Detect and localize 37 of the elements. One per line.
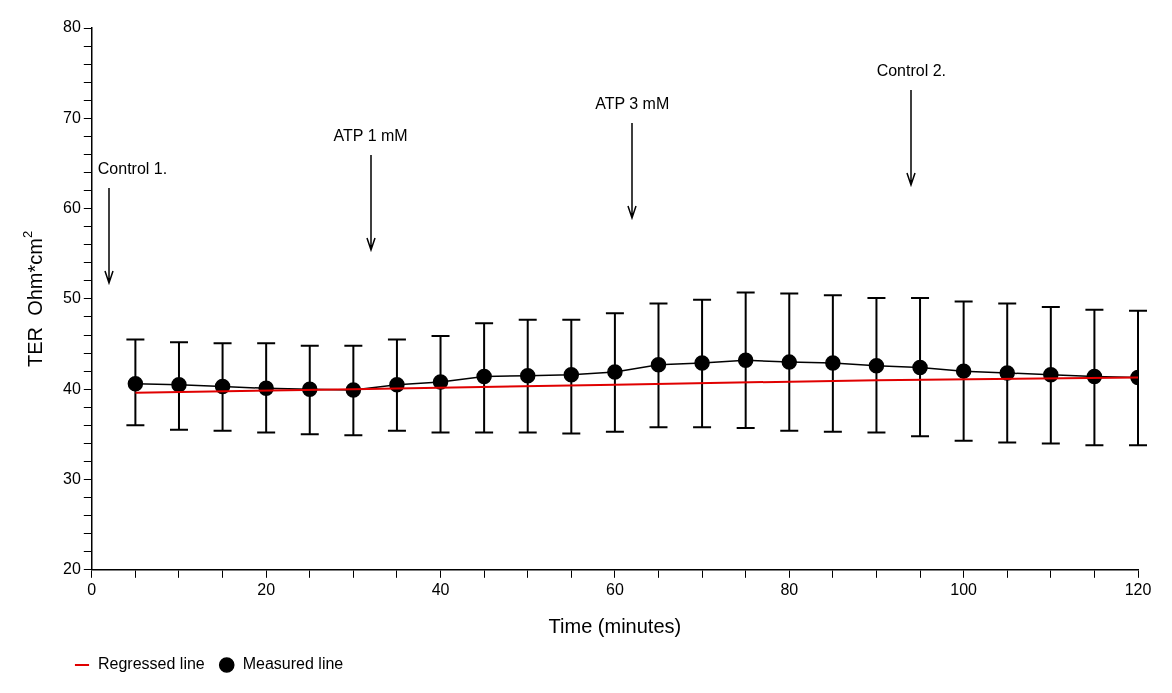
ref-line-label: ATP 1 mM xyxy=(333,127,408,145)
legend-label: Regressed line xyxy=(98,655,205,673)
x-tick-label: 120 xyxy=(1124,580,1152,598)
ref-line-label: Control 2. xyxy=(876,62,947,80)
x-tick-label: 20 xyxy=(257,580,276,598)
point xyxy=(476,368,492,385)
point xyxy=(607,364,623,380)
point xyxy=(912,359,928,376)
x-axis-title: Time (minutes) xyxy=(548,614,682,637)
x-tick-label: 40 xyxy=(431,580,450,598)
point xyxy=(650,357,667,373)
x-tick-label: 0 xyxy=(87,580,97,598)
x-tick-label: 80 xyxy=(780,580,799,598)
y-tick-label: 80 xyxy=(63,18,81,36)
point xyxy=(694,355,710,371)
y-axis-title: TER Ohm*cm2 xyxy=(19,230,46,367)
x-tick-label: 100 xyxy=(950,580,978,598)
point xyxy=(127,376,144,392)
point xyxy=(868,357,885,374)
y-tick-label: 60 xyxy=(63,199,81,217)
x-tick-label: 60 xyxy=(606,580,624,598)
y-tick-label: 50 xyxy=(63,289,81,307)
y-tick-label: 20 xyxy=(63,560,81,578)
y-tick-label: 70 xyxy=(63,108,81,126)
point xyxy=(171,376,187,393)
ref-line-label: Control 1. xyxy=(97,159,168,177)
point xyxy=(519,367,536,384)
point xyxy=(955,363,972,379)
point xyxy=(563,367,580,383)
legend-label: Measured line xyxy=(242,655,344,673)
point xyxy=(432,374,449,390)
y-tick-label: 30 xyxy=(63,469,81,487)
point xyxy=(781,354,798,370)
ref-line-label: ATP 3 mM xyxy=(595,94,670,112)
point xyxy=(737,352,754,369)
y-tick-label: 40 xyxy=(63,379,81,397)
point xyxy=(825,355,841,371)
